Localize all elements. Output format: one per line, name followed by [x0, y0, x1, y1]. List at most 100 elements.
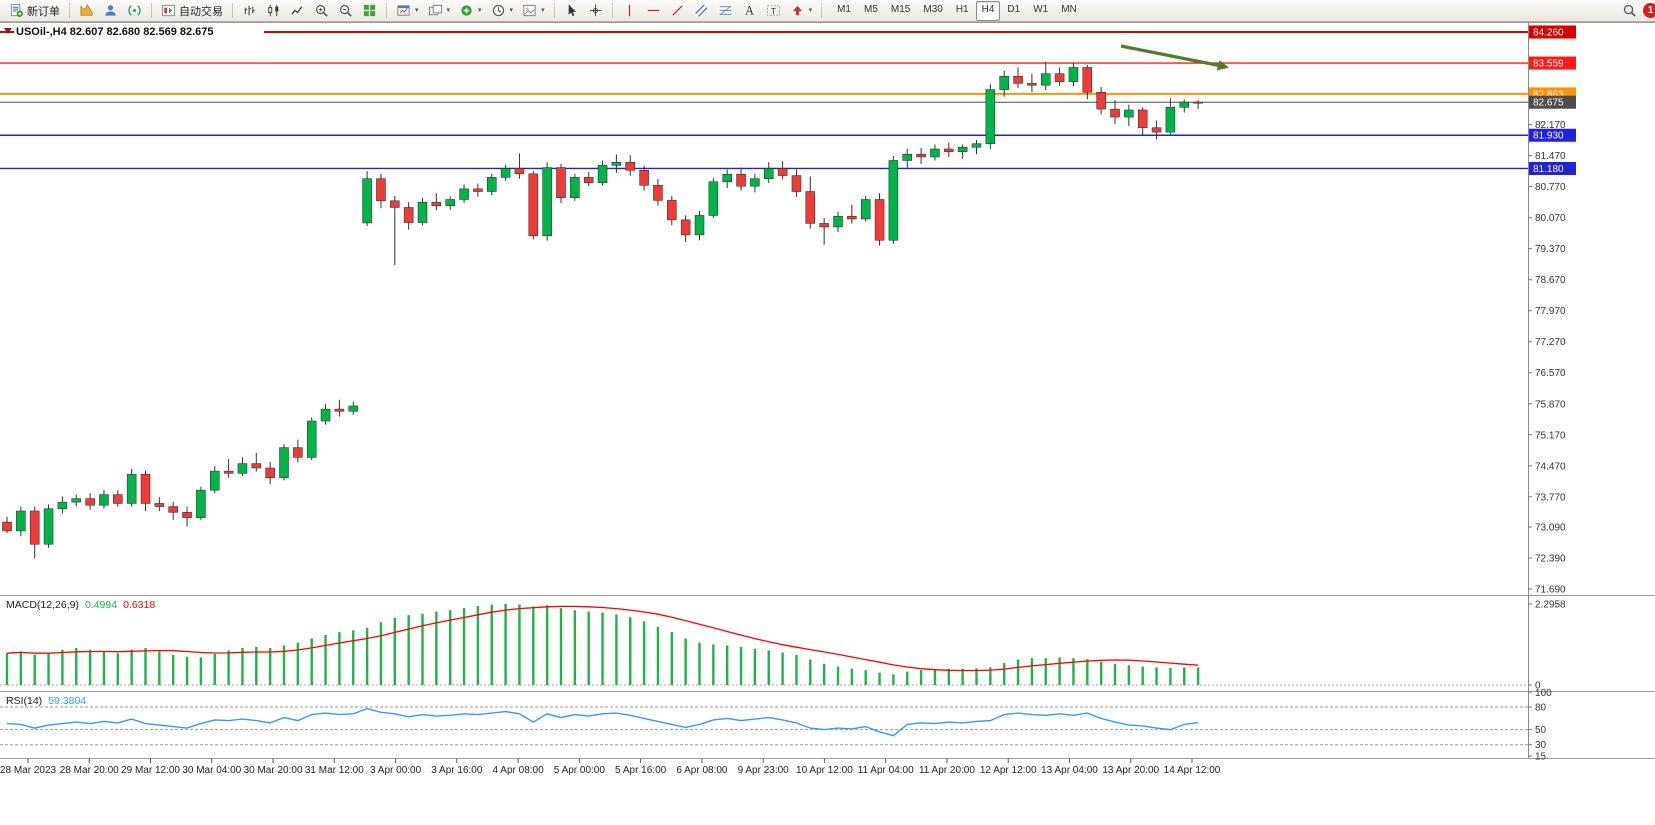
channel-tool-button[interactable]: [690, 0, 713, 22]
rsi-axis-label: 50: [1535, 725, 1547, 736]
trendline-icon: [671, 5, 683, 16]
candle-up: [1068, 67, 1079, 82]
arrows-icon: [792, 5, 802, 16]
price-axis-label: 77.970: [1535, 306, 1566, 317]
timeframe-button-h1[interactable]: H1: [955, 3, 969, 15]
candlestick-chart-icon: [268, 4, 279, 17]
price-label-support-lower: 81.180: [1533, 164, 1564, 175]
cursor-button[interactable]: [560, 0, 583, 22]
line-chart-button[interactable]: [286, 0, 309, 22]
candle-down: [653, 185, 663, 201]
periods-clock-icon: [492, 4, 504, 17]
candle-up: [320, 408, 331, 422]
candle-down: [1054, 73, 1065, 82]
periods-button[interactable]: ▾: [487, 0, 518, 22]
candle-up: [1041, 73, 1051, 86]
candle-up: [930, 148, 940, 158]
autotrading-icon: [161, 4, 176, 17]
price-label-box-current-price: [1529, 95, 1576, 109]
text-label-tool-button[interactable]: T: [762, 0, 785, 22]
candle-down: [819, 223, 829, 228]
time-axis-label: 28 Mar 20:00: [60, 765, 119, 776]
notification-badge[interactable]: 1: [1643, 3, 1655, 18]
candle-down: [736, 173, 746, 187]
candle-up: [71, 498, 81, 503]
candle-down: [154, 503, 165, 507]
timeframe-button-h4[interactable]: H4: [975, 0, 1001, 21]
toolbar-separator: [553, 3, 555, 18]
terminal-button[interactable]: [123, 0, 146, 22]
text-a-icon: A: [745, 4, 754, 18]
fibonacci-tool-button[interactable]: [714, 0, 737, 22]
navigator-button[interactable]: [99, 0, 122, 22]
candle-up: [279, 447, 289, 479]
timeframe-button-w1[interactable]: W1: [1033, 3, 1049, 15]
chart-marker-icon[interactable]: [4, 28, 12, 34]
time-axis-label: 13 Apr 04:00: [1041, 765, 1098, 776]
text-label-icon: T: [766, 5, 780, 16]
macd-signal-line: [6, 605, 1199, 672]
tile-windows-button[interactable]: [358, 0, 381, 22]
text-tool-button[interactable]: A: [738, 0, 761, 22]
search-icon[interactable]: [1622, 3, 1637, 18]
vertical-line-tool-button[interactable]: [618, 0, 641, 22]
autotrading-button[interactable]: 自动交易: [157, 0, 227, 22]
rsi-axis-label: 30: [1535, 740, 1547, 751]
timeframe-button-m5[interactable]: M5: [864, 3, 878, 15]
dropdown-caret: ▾: [808, 7, 813, 14]
toolbar-right-group: 1: [1622, 3, 1655, 18]
arrow-annotation[interactable]: [1120, 44, 1229, 71]
timeframe-button-m15[interactable]: M15: [890, 3, 911, 15]
price-label-resistance: 83.559: [1533, 59, 1564, 70]
candle-down: [168, 506, 178, 513]
candles-layer: [2, 61, 1203, 559]
timeframe-button-m30[interactable]: M30: [923, 3, 943, 15]
terminal-icon: [128, 5, 141, 16]
new-order-label: 新订单: [27, 5, 60, 18]
bar-chart-button[interactable]: [238, 0, 261, 22]
candle-down: [639, 169, 649, 186]
market-watch-button[interactable]: [75, 0, 98, 22]
fibonacci-icon: [719, 5, 731, 16]
arrows-tool-button[interactable]: ▾: [786, 0, 817, 22]
profiles-button[interactable]: ▾: [424, 0, 455, 22]
horizontal-line-icon: [647, 9, 659, 12]
timeframe-button-d1[interactable]: D1: [1007, 3, 1021, 15]
new-order-button[interactable]: 新订单: [5, 0, 64, 22]
candle-down: [528, 173, 539, 237]
candle-up: [694, 215, 705, 236]
candlestick-chart-button[interactable]: [262, 0, 285, 22]
templates-button[interactable]: ▾: [518, 0, 549, 22]
candle-down: [2, 521, 12, 532]
new-chart-icon: [397, 5, 410, 16]
zoom-out-button[interactable]: [334, 0, 357, 22]
zoom-in-button[interactable]: [310, 0, 333, 22]
channel-icon: [695, 4, 708, 17]
time-axis-label: 3 Apr 00:00: [370, 765, 422, 776]
candle-up: [722, 173, 732, 183]
candle-down: [791, 175, 802, 192]
autotrading-label: 自动交易: [179, 5, 223, 18]
rsi-label: RSI(14) 59.3804: [6, 695, 86, 707]
price-axis-label: 78.670: [1535, 275, 1566, 286]
candle-down: [556, 167, 566, 198]
horizontal-line-tool-button[interactable]: [642, 0, 665, 22]
time-axis: 28 Mar 2023 28 Mar 20:00 29 Mar 12:00 30 Ma…: [0, 758, 1221, 776]
candle-down: [403, 207, 414, 223]
indicators-button[interactable]: ▾: [455, 0, 486, 22]
price-axis-label: 75.870: [1535, 399, 1566, 410]
chart-title: USOil-,H4 82.607 82.680 82.569 82.675: [16, 26, 214, 38]
crosshair-button[interactable]: [584, 0, 607, 22]
market-watch-icon: [80, 4, 93, 16]
trendline-tool-button[interactable]: [666, 0, 689, 22]
candle-up: [210, 470, 220, 491]
timeframe-button-mn[interactable]: MN: [1061, 3, 1077, 15]
dropdown-caret: ▾: [509, 7, 514, 14]
price-label-box-resistance-upper: [1529, 25, 1576, 39]
time-axis-label: 30 Mar 04:00: [182, 765, 241, 776]
candle-up: [417, 201, 428, 223]
timeframe-button-m1[interactable]: M1: [837, 3, 851, 15]
time-axis-label: 30 Mar 20:00: [244, 765, 303, 776]
new-chart-button[interactable]: ▾: [392, 0, 423, 22]
zoom-out-icon: [339, 4, 352, 17]
